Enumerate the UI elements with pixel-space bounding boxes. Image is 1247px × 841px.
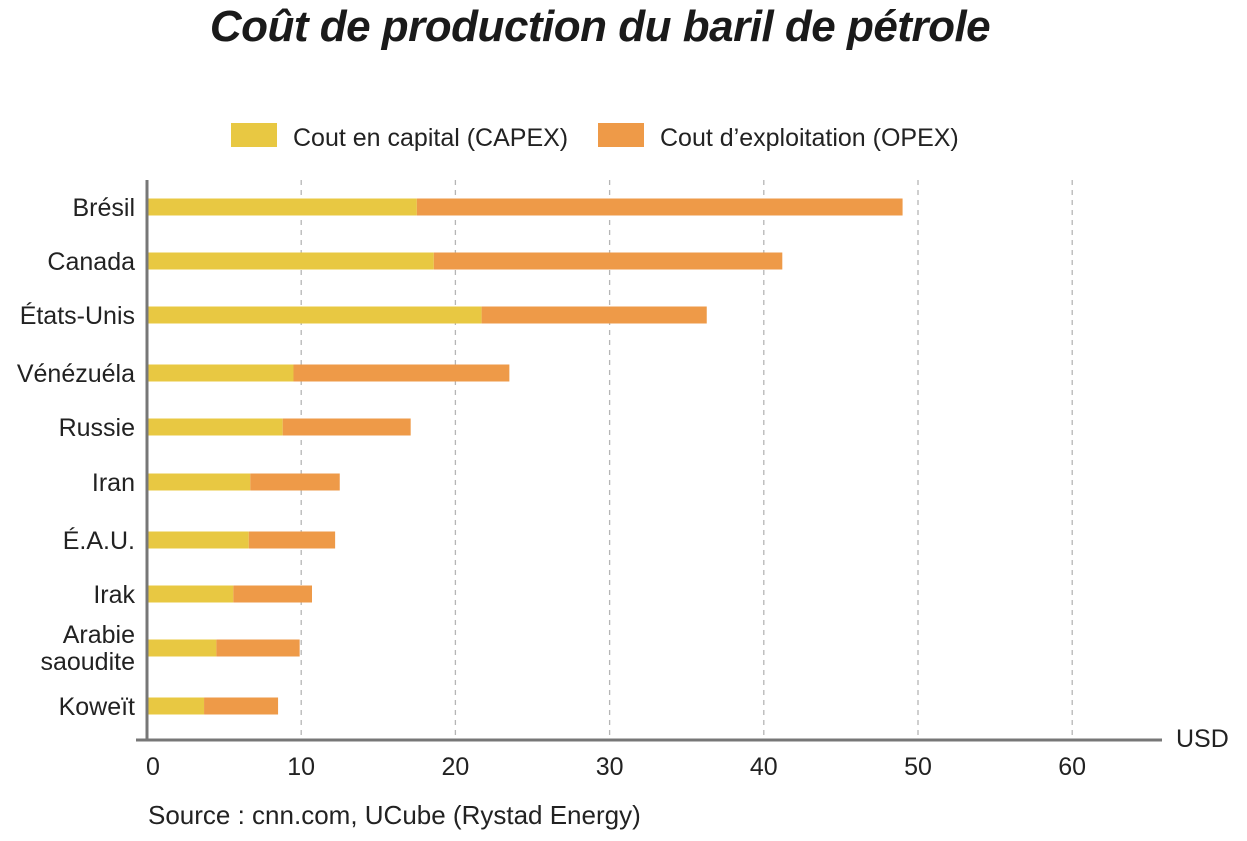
category-label-5: Russie: [59, 414, 135, 442]
x-tick-0: 0: [146, 753, 160, 781]
category-label-9: Arabie saoudite: [40, 621, 135, 676]
category-label-8: Irak: [93, 581, 135, 609]
bar-opex-3: [481, 306, 707, 324]
bar-opex-5: [282, 418, 411, 436]
bar-capex-3: [147, 306, 482, 324]
category-label-2: Canada: [47, 248, 135, 276]
x-tick-10: 10: [287, 753, 315, 781]
bar-opex-1: [416, 198, 903, 216]
bar-opex-7: [248, 531, 336, 549]
category-labels: Brésil Canada États-Unis Vénézuéla Russie Ira…: [17, 194, 136, 721]
bar-opex-9: [216, 639, 300, 657]
bar-capex-9: [147, 639, 217, 657]
legend-swatch-2: [598, 123, 644, 147]
category-label-10: Koweït: [59, 693, 135, 721]
legend-swatch-1: [231, 123, 277, 147]
x-tick-20: 20: [441, 753, 469, 781]
legend: Cout en capital (CAPEX) Cout d’exploitati…: [231, 123, 959, 152]
category-label-6: Iran: [92, 469, 135, 497]
bar-capex-4: [147, 364, 294, 382]
x-tick-40: 40: [750, 753, 778, 781]
category-label-4: Vénézuéla: [17, 360, 135, 388]
bar-capex-2: [147, 252, 434, 270]
axes: USD: [136, 180, 1229, 753]
source-note: Source : cnn.com, UCube (Rystad Energy): [148, 800, 641, 830]
x-tick-30: 30: [596, 753, 624, 781]
bar-opex-10: [204, 697, 279, 715]
category-label-7: É.A.U.: [63, 526, 135, 555]
x-tick-60: 60: [1058, 753, 1086, 781]
gridlines: [300, 180, 1073, 738]
x-axis-label: USD: [1176, 725, 1229, 753]
x-tick-labels: 0 10 20 30 40 50 60: [146, 753, 1086, 781]
legend-label-1: Cout en capital (CAPEX): [293, 124, 568, 152]
bar-opex-4: [293, 364, 510, 382]
x-tick-50: 50: [904, 753, 932, 781]
bar-capex-8: [147, 585, 234, 603]
bar-capex-7: [147, 531, 249, 549]
bar-opex-2: [433, 252, 783, 270]
bar-opex-6: [250, 473, 340, 491]
category-label-3: États-Unis: [20, 301, 135, 330]
bars: [147, 198, 903, 715]
bar-capex-5: [147, 418, 283, 436]
category-label-1: Brésil: [72, 194, 135, 222]
bar-capex-10: [147, 697, 205, 715]
legend-label-2: Cout d’exploitation (OPEX): [660, 124, 959, 152]
bar-opex-8: [233, 585, 312, 603]
chart-title: Coût de production du baril de pétrole: [209, 2, 991, 51]
bar-capex-1: [147, 198, 417, 216]
stacked-bar-chart: Cout en capital (CAPEX) Cout d’exploitati…: [17, 123, 1229, 781]
bar-capex-6: [147, 473, 251, 491]
